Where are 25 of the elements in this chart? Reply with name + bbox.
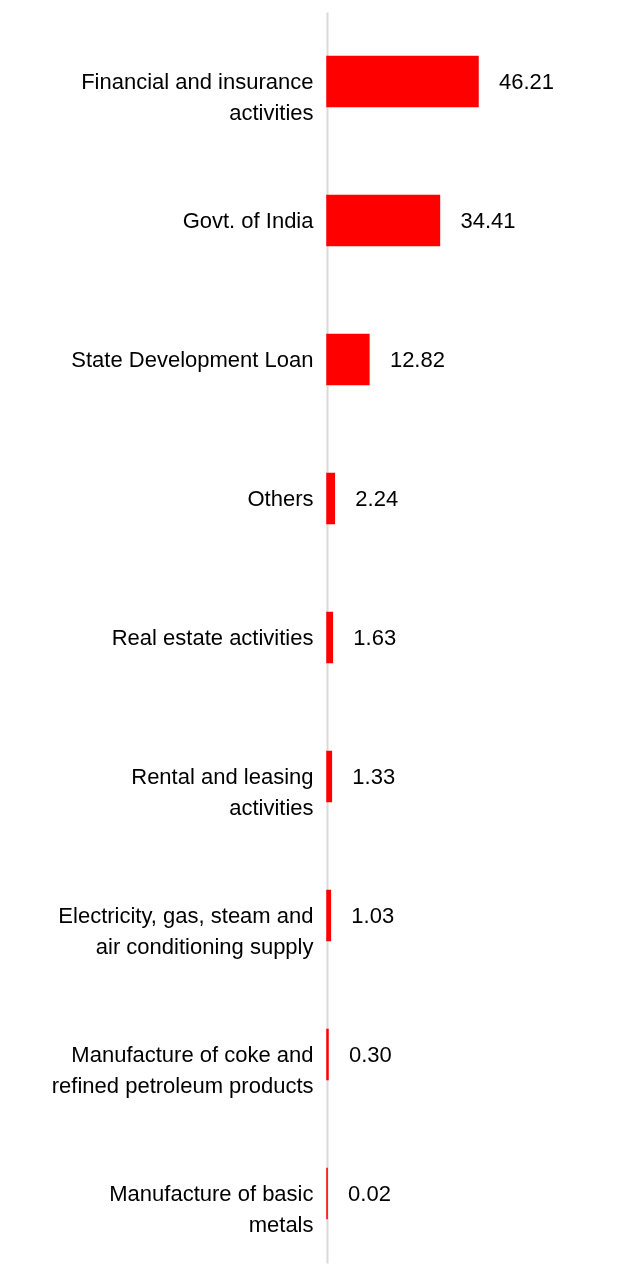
y-tick-label: Real estate activities <box>111 624 314 650</box>
bar <box>326 611 334 664</box>
bar <box>326 55 479 108</box>
y-tick-label: Financial and insurance activities <box>81 68 314 125</box>
y-tick-label: Manufacture of coke and refined petroleum products <box>51 1041 314 1098</box>
y-tick-label: Manufacture of basic metals <box>109 1180 314 1237</box>
y-tick-label: Govt. of India <box>182 207 315 233</box>
bar <box>326 333 370 386</box>
y-tick-label: Rental and leasing activities <box>131 763 314 820</box>
bar <box>326 194 441 247</box>
data-label: 1.63 <box>353 624 397 650</box>
data-label: 1.03 <box>351 902 395 928</box>
data-label: 46.21 <box>499 68 555 94</box>
data-label: 2.24 <box>355 485 399 511</box>
y-tick-label: Electricity, gas, steam and air conditioning supply <box>58 902 314 959</box>
data-label: 1.33 <box>352 763 396 789</box>
y-tick-label: Others <box>247 485 314 511</box>
data-label: 34.41 <box>460 207 516 233</box>
bar <box>326 472 336 525</box>
data-label: 0.02 <box>348 1180 391 1206</box>
bar <box>326 889 332 942</box>
data-label: 12.82 <box>389 346 445 372</box>
bar <box>326 750 333 803</box>
data-label: 0.30 <box>348 1041 392 1067</box>
y-tick-label: State Development Loan <box>71 346 314 372</box>
